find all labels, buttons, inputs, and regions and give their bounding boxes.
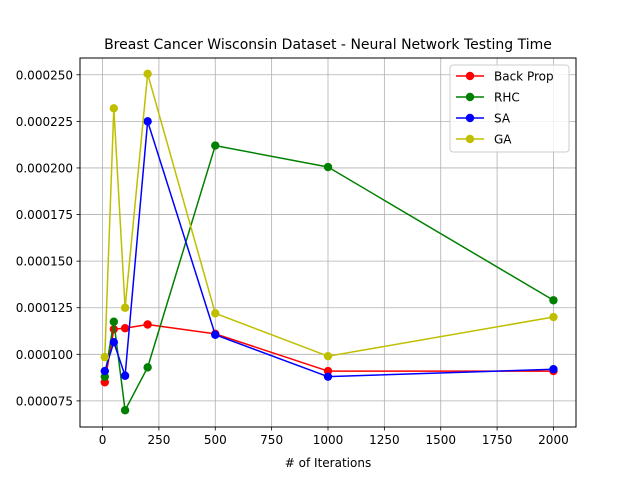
data-point-sa [109, 338, 119, 347]
data-point-ga [143, 69, 152, 79]
data-point-sa [143, 117, 152, 126]
x-tick-label: 500 [204, 433, 227, 447]
legend: Back Prop RHC SA GA [449, 64, 570, 153]
legend-label: SA [494, 112, 511, 126]
series-ga [100, 69, 558, 362]
y-tick-label: 0.000125 [16, 301, 73, 315]
y-tick-label: 0.000175 [16, 208, 73, 222]
y-tick-label: 0.000250 [16, 68, 73, 82]
data-point-ga [211, 309, 220, 318]
y-tick-label: 0.000075 [16, 394, 73, 408]
data-point-sa [100, 366, 110, 376]
x-tick-label: 1000 [313, 433, 344, 447]
x-axis: 0 250 500 750 1000 1250 1500 1750 2000 [99, 427, 569, 447]
data-point-sa [211, 330, 220, 339]
x-tick-label: 1500 [425, 433, 456, 447]
data-point-sa [549, 365, 558, 374]
chart-title: Breast Cancer Wisconsin Dataset - Neural… [104, 37, 552, 53]
y-axis: 0.000075 0.000100 0.000125 0.000150 0.000175… [16, 68, 80, 408]
legend-label: RHC [494, 91, 520, 105]
data-point-ga [100, 352, 110, 362]
x-tick-label: 0 [99, 433, 107, 447]
data-point-back-prop [120, 324, 130, 333]
y-tick-label: 0.000225 [16, 115, 73, 129]
x-tick-label: 1750 [482, 433, 513, 447]
y-tick-label: 0.000150 [16, 255, 73, 269]
data-point-ga [120, 303, 130, 312]
data-point-rhc [120, 406, 130, 415]
x-tick-label: 1250 [369, 433, 400, 447]
series-sa [100, 117, 558, 381]
data-point-ga [323, 351, 333, 361]
y-tick-label: 0.000200 [16, 161, 73, 175]
data-point-rhc [211, 141, 220, 150]
x-tick-label: 2000 [538, 433, 569, 447]
legend-item-ga: GA [456, 133, 512, 147]
legend-item-back-prop: Back Prop [456, 70, 554, 84]
series-rhc [100, 141, 558, 415]
data-point-rhc [109, 317, 119, 326]
legend-marker [465, 113, 475, 123]
legend-marker [465, 134, 475, 144]
data-point-sa [323, 372, 333, 381]
data-point-ga [109, 104, 119, 113]
x-axis-label: # of Iterations [285, 456, 371, 470]
x-tick-label: 750 [260, 433, 283, 447]
data-point-rhc [143, 363, 152, 372]
legend-items: Back Prop RHC SA GA [456, 70, 554, 147]
legend-item-sa: SA [456, 112, 511, 126]
y-tick-label: 0.000100 [16, 348, 73, 362]
legend-marker [465, 71, 475, 81]
legend-label: Back Prop [494, 70, 554, 84]
x-tick-label: 250 [147, 433, 170, 447]
data-point-back-prop [143, 320, 152, 329]
data-point-sa [120, 371, 130, 380]
data-point-rhc [549, 296, 558, 305]
legend-item-rhc: RHC [456, 91, 520, 105]
legend-marker [465, 92, 475, 102]
series-layer [100, 69, 558, 415]
data-point-ga [549, 312, 558, 322]
data-point-rhc [323, 162, 333, 172]
legend-frame [449, 64, 570, 153]
legend-label: GA [494, 133, 512, 147]
